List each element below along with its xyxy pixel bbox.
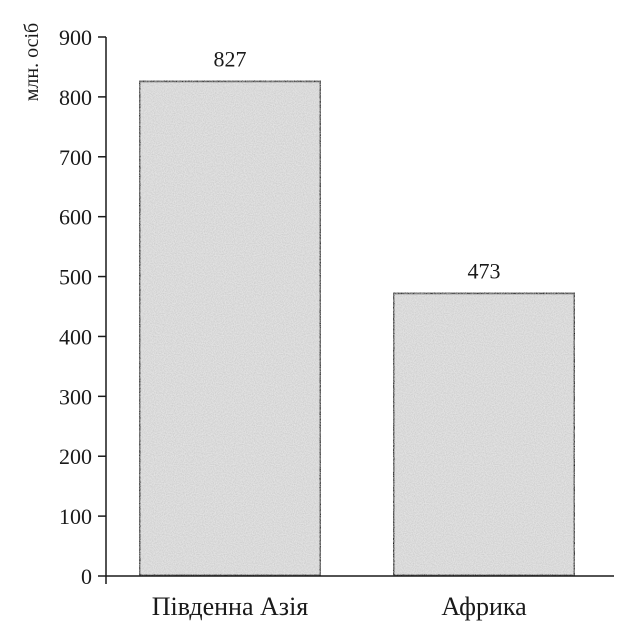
- x-category-label: Африка: [441, 592, 527, 621]
- y-tick-label: 100: [59, 504, 92, 529]
- y-axis-title: млн. осіб: [21, 23, 43, 101]
- x-axis: Південна Азія Африка: [106, 575, 614, 621]
- y-tick-label: 600: [59, 205, 92, 230]
- y-tick-label: 300: [59, 384, 92, 409]
- x-category-label: Південна Азія: [152, 592, 309, 621]
- y-axis: 0 100 200 300 400 500 600 700 800 900: [59, 25, 107, 589]
- bar-value-label: 473: [468, 259, 501, 284]
- y-tick-label: 700: [59, 145, 92, 170]
- y-tick-label: 800: [59, 85, 92, 110]
- y-tick-label: 400: [59, 324, 92, 349]
- bar-value-label: 827: [214, 47, 247, 72]
- bar: [391, 291, 577, 578]
- y-tick-label: 200: [59, 444, 92, 469]
- bars: [137, 79, 577, 578]
- y-tick-label: 0: [81, 564, 92, 589]
- bar: [137, 79, 323, 578]
- y-tick-label: 900: [59, 25, 92, 50]
- data-labels: 827 473: [214, 47, 501, 284]
- y-tick-label: 500: [59, 265, 92, 290]
